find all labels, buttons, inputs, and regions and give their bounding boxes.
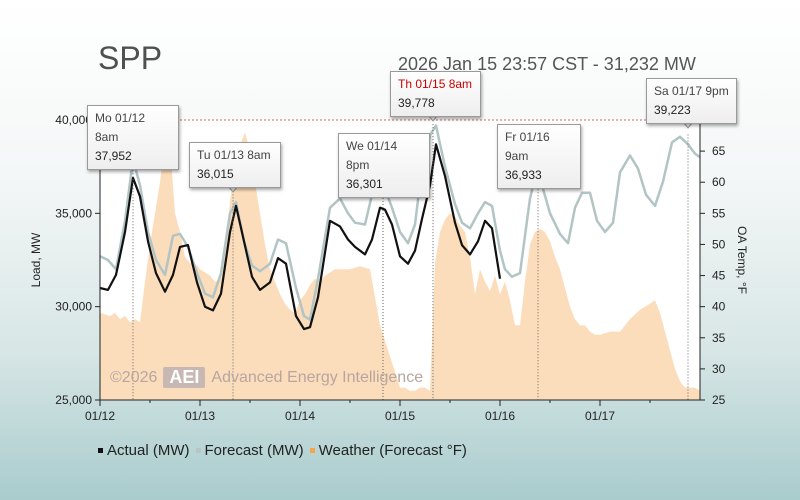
y-axis-label: Load, MW [29,232,43,287]
y-tick-label: 30,000 [55,300,92,314]
legend-label: Weather (Forecast °F) [318,442,467,459]
tooltip-date: Sa 01/17 9pm [654,84,729,98]
watermark-year: ©2026 [110,368,158,386]
tooltip-value: 39,778 [398,96,435,110]
legend-label: Forecast (MW) [204,442,304,459]
tooltip-date: Mo 01/12 8am [95,111,146,144]
tooltip-mo: Mo 01/12 8am 37,952 [87,105,179,170]
x-tick-label: 01/16 [485,409,515,423]
tooltip-date: Th 01/15 8am [398,77,473,91]
y-tick-label: 35,000 [55,206,92,220]
tooltip-value: 36,933 [505,168,542,182]
chart-subtitle: 2026 Jan 15 23:57 CST - 31,232 MW [398,54,696,74]
aei-logo: AEI [163,367,206,388]
legend-label: Actual (MW) [107,442,190,459]
tooltip-date: We 01/14 8pm [346,139,398,172]
y2-tick-label: 65 [712,144,726,158]
watermark: ©2026 AEI Advanced Energy Intelligence [110,367,423,388]
tooltip-we: We 01/14 8pm 36,301 [338,133,430,198]
actual-line [99,143,502,331]
legend-swatch [98,448,103,453]
forecast-line [99,124,701,321]
x-tick-label: 01/15 [385,409,415,423]
x-tick-label: 01/12 [85,409,115,423]
y-tick-label: 40,000 [55,113,92,127]
legend-swatch [195,448,201,453]
y2-tick-label: 35 [712,331,726,345]
chart-title: SPP [98,40,163,76]
tooltip-th: Th 01/15 8am 39,778 [390,71,481,117]
y2-axis-label: OA Temp, °F [735,226,749,294]
legend-swatch [309,448,315,453]
tooltip-value: 36,301 [346,177,383,191]
tooltip-value: 36,015 [197,167,234,181]
y2-tick-label: 45 [712,269,726,283]
y2-tick-label: 25 [712,393,726,407]
legend: Actual (MW) Forecast (MW) Weather (Forec… [98,442,467,459]
y-tick-label: 25,000 [55,393,92,407]
x-tick-label: 01/14 [285,409,315,423]
y2-tick-label: 50 [712,237,726,251]
tooltip-sa: Sa 01/17 9pm 39,223 [646,78,737,124]
tooltip-date: Tu 01/13 8am [197,148,271,162]
weather-area [100,132,700,400]
y2-tick-label: 55 [712,206,726,220]
y2-tick-label: 60 [712,175,726,189]
y2-tick-label: 40 [712,300,726,314]
legend-actual[interactable]: Actual (MW) [98,442,190,459]
tooltip-value: 37,952 [95,149,132,163]
tooltip-value: 39,223 [654,103,691,117]
watermark-company: Advanced Energy Intelligence [211,368,424,386]
tooltip-tu: Tu 01/13 8am 36,015 [189,142,281,188]
legend-weather[interactable]: Weather (Forecast °F) [309,442,467,459]
y2-tick-label: 30 [712,362,726,376]
tooltip-fr: Fr 01/16 9am 36,933 [497,124,581,189]
x-tick-label: 01/13 [185,409,215,423]
x-tick-label: 01/17 [585,409,615,423]
tooltip-date: Fr 01/16 9am [505,130,550,163]
legend-forecast[interactable]: Forecast (MW) [195,442,304,459]
